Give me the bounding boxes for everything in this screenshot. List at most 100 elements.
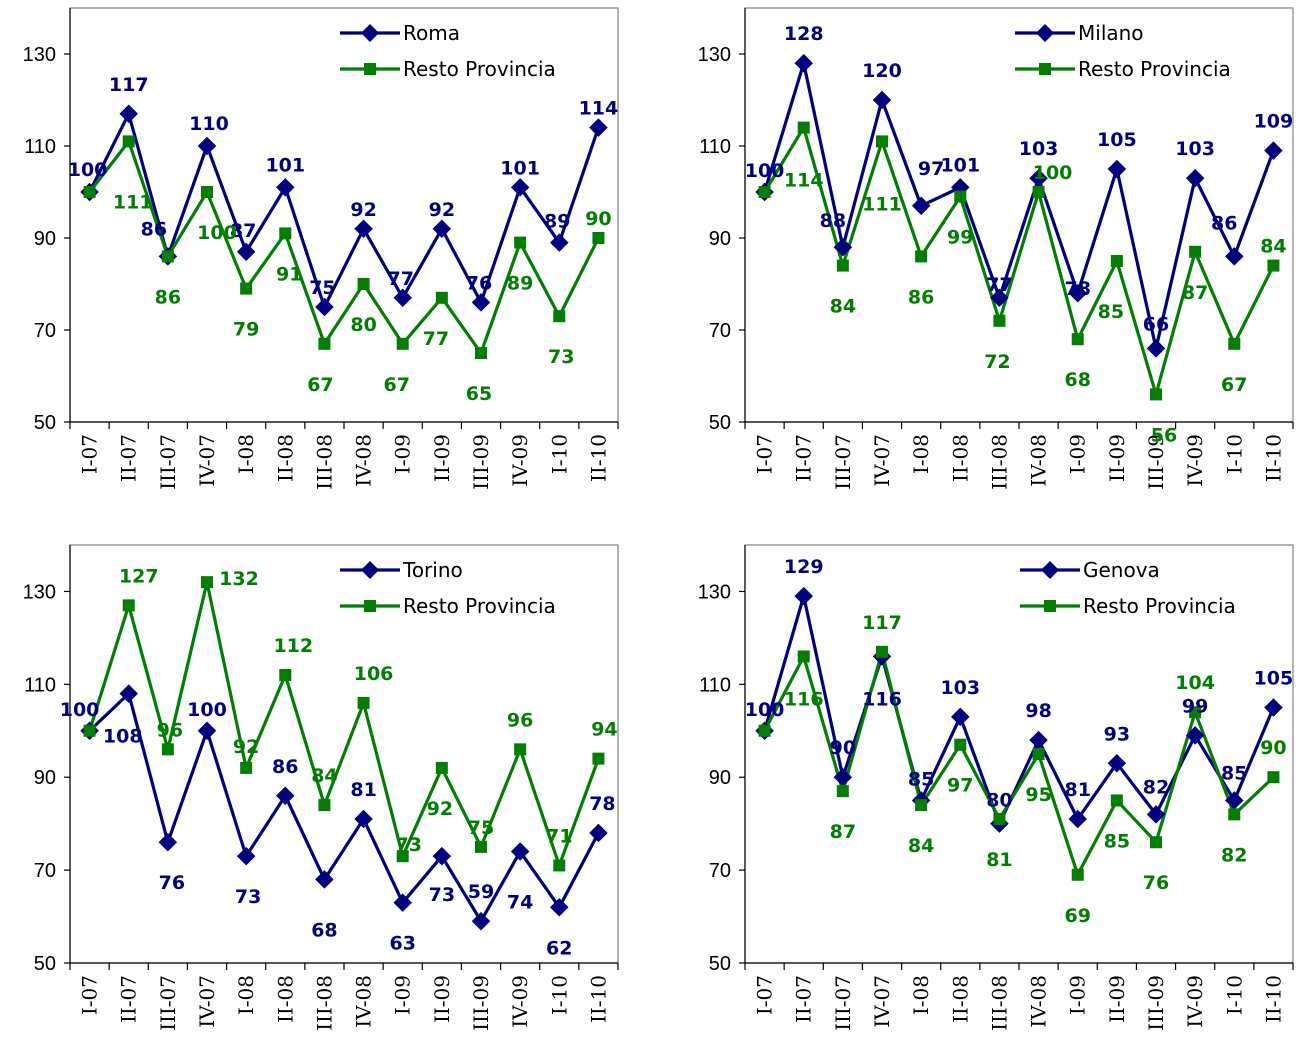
legend-marker-square xyxy=(364,600,376,612)
data-point-diamond xyxy=(119,104,139,124)
x-tick-label: II-08 xyxy=(273,434,297,482)
x-tick-label: I-09 xyxy=(391,975,415,1015)
legend-item: Roma xyxy=(340,21,460,45)
data-label: 101 xyxy=(500,157,540,179)
legend-label: Resto Provincia xyxy=(1083,594,1236,618)
data-point-square xyxy=(318,799,331,812)
data-label: 120 xyxy=(862,60,902,82)
data-label: 76 xyxy=(1143,872,1169,894)
data-label: 62 xyxy=(546,937,572,959)
series-city xyxy=(763,62,1275,349)
x-tick-label: II-10 xyxy=(586,975,610,1023)
legend-label: Resto Provincia xyxy=(1078,57,1231,81)
y-tick-label: 130 xyxy=(698,581,731,603)
data-point-diamond xyxy=(510,842,530,861)
data-point-diamond xyxy=(158,832,178,852)
x-tick-label: I-10 xyxy=(1222,975,1246,1015)
data-point-diamond xyxy=(549,233,569,252)
data-point-square xyxy=(954,738,967,751)
data-point-diamond xyxy=(872,90,892,110)
x-tick-label: I-09 xyxy=(1066,434,1090,474)
x-tick-label: II-08 xyxy=(273,975,297,1023)
x-tick-label: III-08 xyxy=(987,975,1011,1031)
data-label: 84 xyxy=(1260,236,1286,258)
data-point-square xyxy=(592,752,605,765)
x-tick-label: II-10 xyxy=(586,434,610,482)
data-point-diamond xyxy=(950,707,970,727)
data-label: 87 xyxy=(230,220,256,242)
legend-item: Genova xyxy=(1020,558,1160,582)
y-tick-label: 110 xyxy=(699,136,731,158)
data-label: 84 xyxy=(830,296,856,318)
data-point-diamond xyxy=(1224,247,1244,266)
x-tick-label: I-08 xyxy=(234,434,258,474)
data-point-square xyxy=(514,236,527,249)
data-label: 100 xyxy=(68,159,108,181)
data-point-square xyxy=(240,761,253,774)
data-label: 128 xyxy=(784,23,824,45)
x-tick-label: I-09 xyxy=(391,434,415,474)
data-point-diamond xyxy=(393,893,413,912)
data-label: 97 xyxy=(918,158,944,180)
legend-marker-diamond xyxy=(1041,561,1059,579)
x-tick-label: III-07 xyxy=(831,975,855,1031)
data-point-diamond xyxy=(275,786,295,806)
data-point-diamond xyxy=(589,823,608,843)
data-point-diamond xyxy=(432,846,452,866)
y-tick-label: 110 xyxy=(24,136,56,158)
data-point-diamond xyxy=(589,118,608,137)
x-tick-label: II-10 xyxy=(1261,434,1285,482)
legend-item: Resto Provincia xyxy=(340,594,556,618)
x-tick-label: II-09 xyxy=(430,434,454,482)
x-tick-label: I-07 xyxy=(753,434,777,474)
data-point-square xyxy=(396,850,409,863)
data-label: 77 xyxy=(387,268,413,290)
data-label: 100 xyxy=(60,699,100,721)
data-point-diamond xyxy=(1264,141,1283,160)
data-point-square xyxy=(122,599,135,612)
data-label: 68 xyxy=(311,919,337,941)
data-point-square xyxy=(1110,794,1123,807)
data-point-square xyxy=(83,186,96,198)
data-label: 78 xyxy=(589,793,615,815)
data-label: 100 xyxy=(197,222,237,244)
data-label: 101 xyxy=(940,154,980,176)
x-tick-label: IV-09 xyxy=(1183,434,1207,487)
data-point-diamond xyxy=(549,897,569,917)
y-tick-label: 50 xyxy=(709,953,731,975)
data-label: 99 xyxy=(1182,695,1208,717)
legend-item: Torino xyxy=(340,558,463,582)
data-label: 87 xyxy=(1182,282,1208,304)
data-point-square xyxy=(553,310,566,323)
y-tick-label: 110 xyxy=(24,674,56,696)
data-point-diamond xyxy=(119,684,139,703)
x-tick-label: I-10 xyxy=(1222,434,1246,474)
x-tick-label: III-08 xyxy=(312,975,336,1031)
y-tick-label: 110 xyxy=(699,674,731,696)
data-label: 90 xyxy=(830,737,856,759)
data-label: 73 xyxy=(395,834,421,856)
data-label: 56 xyxy=(1151,424,1177,446)
data-point-diamond xyxy=(794,53,814,73)
data-label: 96 xyxy=(507,709,533,731)
data-point-square xyxy=(1110,255,1123,267)
data-label: 132 xyxy=(219,568,259,590)
data-label: 76 xyxy=(159,872,185,894)
y-tick-label: 70 xyxy=(709,860,731,882)
data-point-square xyxy=(797,121,810,134)
data-point-square xyxy=(1071,333,1084,346)
data-label: 73 xyxy=(548,346,574,368)
data-point-diamond xyxy=(1107,159,1127,179)
data-label: 86 xyxy=(141,218,167,240)
data-label: 101 xyxy=(265,154,305,176)
data-point-square xyxy=(514,743,527,756)
data-label: 80 xyxy=(986,790,1012,812)
series-resto-provincia xyxy=(88,581,600,871)
data-label: 100 xyxy=(187,699,227,721)
data-point-square xyxy=(915,250,928,263)
data-point-square xyxy=(396,337,409,350)
y-tick-label: 70 xyxy=(709,320,731,342)
data-label: 86 xyxy=(272,756,298,778)
data-label: 108 xyxy=(103,726,143,748)
legend-marker-square xyxy=(364,63,376,75)
